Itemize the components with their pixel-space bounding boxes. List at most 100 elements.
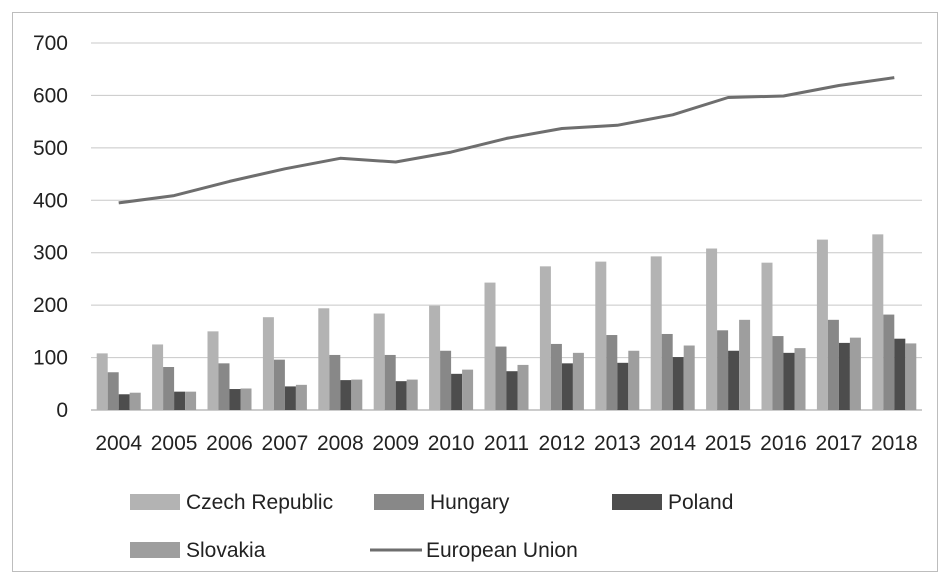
bar-poland-2013 [617,362,629,410]
bar-poland-2018 [894,338,906,410]
bar-poland-2004 [118,394,130,410]
bar-czech-republic-2015 [706,248,718,410]
bar-poland-2009 [395,381,407,410]
bar-slovakia-2010 [462,369,474,410]
bar-hungary-2005 [163,367,175,410]
y-tick-label: 300 [33,242,68,265]
legend-swatch-czech-republic [130,494,180,510]
x-tick-label: 2008 [317,432,364,455]
bar-hungary-2016 [772,336,784,410]
bar-hungary-2009 [384,354,396,410]
bar-slovakia-2005 [185,391,197,410]
y-tick-label: 500 [33,137,68,160]
bar-czech-republic-2010 [429,305,441,410]
bar-slovakia-2006 [240,388,252,410]
y-tick-label: 600 [33,84,68,107]
legend-label-czech-republic: Czech Republic [186,491,333,514]
x-tick-label: 2010 [428,432,475,455]
bar-poland-2006 [229,389,241,410]
y-tick-label: 200 [33,294,68,317]
x-tick-label: 2011 [484,432,529,455]
x-tick-label: 2006 [206,432,253,455]
bar-slovakia-2016 [794,348,806,410]
bar-slovakia-2004 [129,392,141,410]
bar-hungary-2018 [883,314,895,410]
bar-slovakia-2018 [905,343,917,410]
x-tick-label: 2016 [760,432,807,455]
series-line-european-union [118,76,895,205]
bar-hungary-2011 [495,346,507,410]
bar-poland-2011 [506,371,518,410]
legend-label-poland: Poland [668,491,733,514]
bar-hungary-2013 [606,335,618,410]
bar-czech-republic-2016 [761,262,773,410]
bar-czech-republic-2007 [262,317,274,410]
y-tick-label: 700 [33,32,68,55]
bar-slovakia-2013 [628,350,640,410]
x-tick-label: 2014 [649,432,696,455]
bar-hungary-2014 [661,333,673,410]
legend-swatch-slovakia [130,542,180,558]
bar-slovakia-2008 [351,379,363,410]
x-tick-label: 2004 [95,432,142,455]
bar-slovakia-2012 [572,352,584,410]
bar-poland-2007 [284,386,296,410]
y-tick-label: 400 [33,189,68,212]
bar-czech-republic-2012 [539,266,551,410]
x-tick-label: 2013 [594,432,641,455]
bar-slovakia-2007 [295,384,307,410]
x-tick-label: 2018 [871,432,918,455]
bar-slovakia-2015 [739,319,751,410]
bar-hungary-2007 [273,359,285,410]
bar-czech-republic-2008 [318,308,330,410]
bar-poland-2015 [728,350,740,410]
legend-label-hungary: Hungary [430,491,510,514]
x-tick-label: 2017 [816,432,863,455]
bar-hungary-2008 [329,354,341,410]
y-axis-ticks: 0 100 200 300 400 500 600 700 [33,32,68,422]
bar-poland-2010 [451,373,463,410]
legend: Czech Republic Hungary Poland Slovakia Europ… [130,491,733,562]
x-tick-label: 2007 [262,432,309,455]
y-tick-label: 100 [33,347,68,370]
legend-label-slovakia: Slovakia [186,539,266,562]
bar-poland-2012 [561,363,573,410]
bar-czech-republic-2014 [650,256,662,410]
bar-czech-republic-2011 [484,282,496,410]
bar-hungary-2015 [717,330,729,410]
bar-czech-republic-2017 [816,239,828,410]
legend-swatch-poland [612,494,662,510]
x-axis-ticks: 2004 2005 2006 2007 2008 2009 2010 2011 2012 2013… [95,432,917,455]
bar-hungary-2012 [550,343,562,410]
x-tick-label: 2012 [539,432,586,455]
bar-poland-2017 [838,342,850,410]
eu-line [118,76,895,205]
x-tick-label: 2005 [151,432,198,455]
bar-czech-republic-2018 [872,234,884,410]
bar-poland-2005 [174,391,186,410]
x-tick-label: 2009 [372,432,419,455]
bar-hungary-2017 [827,319,839,410]
legend-label-european-union: European Union [426,539,578,562]
y-tick-label: 0 [56,399,68,422]
bar-hungary-2004 [107,372,119,410]
bar-poland-2016 [783,352,795,410]
bar-hungary-2006 [218,363,230,410]
bars [96,234,917,410]
x-tick-label: 2015 [705,432,752,455]
bar-czech-republic-2009 [373,313,385,410]
bar-slovakia-2011 [517,364,529,410]
bar-czech-republic-2006 [207,331,219,410]
bar-slovakia-2017 [849,337,861,410]
chart-frame [12,12,938,572]
bar-czech-republic-2004 [96,353,108,410]
legend-swatch-hungary [374,494,424,510]
bar-slovakia-2009 [406,379,418,410]
bar-czech-republic-2005 [152,344,164,410]
bar-hungary-2010 [440,350,452,410]
bar-poland-2008 [340,380,352,410]
bar-poland-2014 [672,357,684,410]
bar-czech-republic-2013 [595,261,607,410]
bar-slovakia-2014 [683,345,695,410]
